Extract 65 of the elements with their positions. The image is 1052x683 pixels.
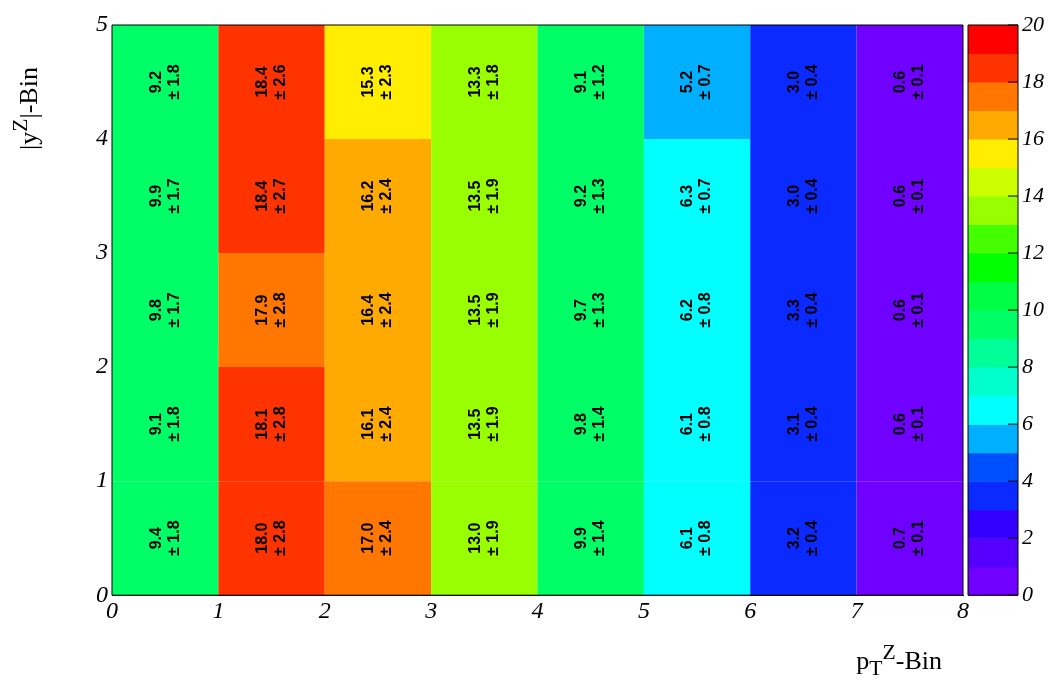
x-tick-label: 3 bbox=[424, 596, 438, 623]
data-label: 3.2 ± 0.4 bbox=[784, 520, 820, 556]
color-bar-label: 12 bbox=[1022, 238, 1044, 264]
data-label: 15.3 ± 2.3 bbox=[359, 64, 395, 100]
data-label: 3.3 ± 0.4 bbox=[784, 292, 820, 328]
data-label: 3.0 ± 0.4 bbox=[784, 178, 820, 214]
color-bar-label: 16 bbox=[1022, 124, 1044, 150]
y-tick-label: 3 bbox=[95, 238, 108, 265]
x-tick-label: 4 bbox=[531, 596, 544, 623]
data-label: 9.4 ± 1.8 bbox=[146, 520, 182, 556]
data-label: 16.4 ± 2.4 bbox=[359, 292, 395, 328]
data-label: 13.3 ± 1.8 bbox=[465, 64, 501, 100]
color-bar-label: 20 bbox=[1022, 10, 1044, 36]
data-label: 0.6 ± 0.1 bbox=[891, 178, 927, 214]
color-bar-label: 0 bbox=[1022, 580, 1033, 606]
data-label: 3.1 ± 0.4 bbox=[784, 406, 820, 442]
y-tick-label: 4 bbox=[96, 124, 108, 151]
color-bar-label: 14 bbox=[1022, 181, 1044, 207]
data-label: 18.1 ± 2.8 bbox=[252, 406, 288, 442]
data-label: 13.5 ± 1.9 bbox=[465, 406, 501, 442]
data-label: 0.6 ± 0.1 bbox=[891, 406, 927, 442]
color-bar-label: 2 bbox=[1022, 523, 1033, 549]
data-label: 6.1 ± 0.8 bbox=[678, 520, 714, 556]
data-label: 9.9 ± 1.7 bbox=[146, 178, 182, 214]
data-label: 9.9 ± 1.4 bbox=[572, 520, 608, 556]
data-label: 9.2 ± 1.8 bbox=[146, 64, 182, 100]
data-label: 17.0 ± 2.4 bbox=[359, 520, 395, 556]
data-label: 13.5 ± 1.9 bbox=[465, 292, 501, 328]
color-bar-label: 4 bbox=[1022, 466, 1033, 492]
y-tick-label: 2 bbox=[96, 352, 108, 379]
x-tick-label: 5 bbox=[637, 596, 650, 623]
y-tick-label: 1 bbox=[96, 466, 108, 493]
data-label: 9.1 ± 1.8 bbox=[146, 406, 182, 442]
data-label: 17.9 ± 2.8 bbox=[252, 292, 288, 328]
color-bar-label: 10 bbox=[1022, 295, 1044, 321]
data-label: 18.4 ± 2.6 bbox=[252, 64, 288, 100]
data-label: 9.8 ± 1.7 bbox=[146, 292, 182, 328]
data-label: 0.6 ± 0.1 bbox=[891, 64, 927, 100]
data-label: 9.7 ± 1.3 bbox=[572, 292, 608, 328]
data-label: 9.1 ± 1.2 bbox=[572, 64, 608, 100]
data-label: 5.2 ± 0.7 bbox=[678, 64, 714, 100]
data-label: 6.2 ± 0.8 bbox=[678, 292, 714, 328]
data-label: 13.0 ± 1.9 bbox=[465, 520, 501, 556]
x-tick-label: 6 bbox=[744, 596, 757, 623]
x-axis-title: p$_{T}$$^{Z}$-Bin bbox=[856, 640, 942, 681]
data-label: 13.5 ± 1.9 bbox=[465, 178, 501, 214]
x-tick-label: 1 bbox=[212, 596, 225, 623]
data-label: 3.0 ± 0.4 bbox=[784, 64, 820, 100]
data-label: 0.7 ± 0.1 bbox=[891, 520, 927, 556]
color-bar-label: 6 bbox=[1022, 409, 1033, 435]
data-label: 18.4 ± 2.7 bbox=[252, 178, 288, 214]
x-tick-label: 2 bbox=[318, 596, 331, 623]
data-label: 16.2 ± 2.4 bbox=[359, 178, 395, 214]
data-label: 6.1 ± 0.8 bbox=[678, 406, 714, 442]
x-tick-label: 7 bbox=[850, 596, 864, 623]
data-label: 9.8 ± 1.4 bbox=[572, 406, 608, 442]
x-tick-label: 8 bbox=[957, 596, 969, 623]
data-label: 16.1 ± 2.4 bbox=[359, 406, 395, 442]
data-label: 18.0 ± 2.8 bbox=[252, 520, 288, 556]
data-label: 0.6 ± 0.1 bbox=[891, 292, 927, 328]
y-tick-label: 5 bbox=[96, 10, 108, 37]
data-label: 6.3 ± 0.7 bbox=[678, 178, 714, 214]
color-bar-label: 8 bbox=[1022, 352, 1033, 378]
data-label: 9.2 ± 1.3 bbox=[572, 178, 608, 214]
color-bar-label: 18 bbox=[1022, 67, 1044, 93]
